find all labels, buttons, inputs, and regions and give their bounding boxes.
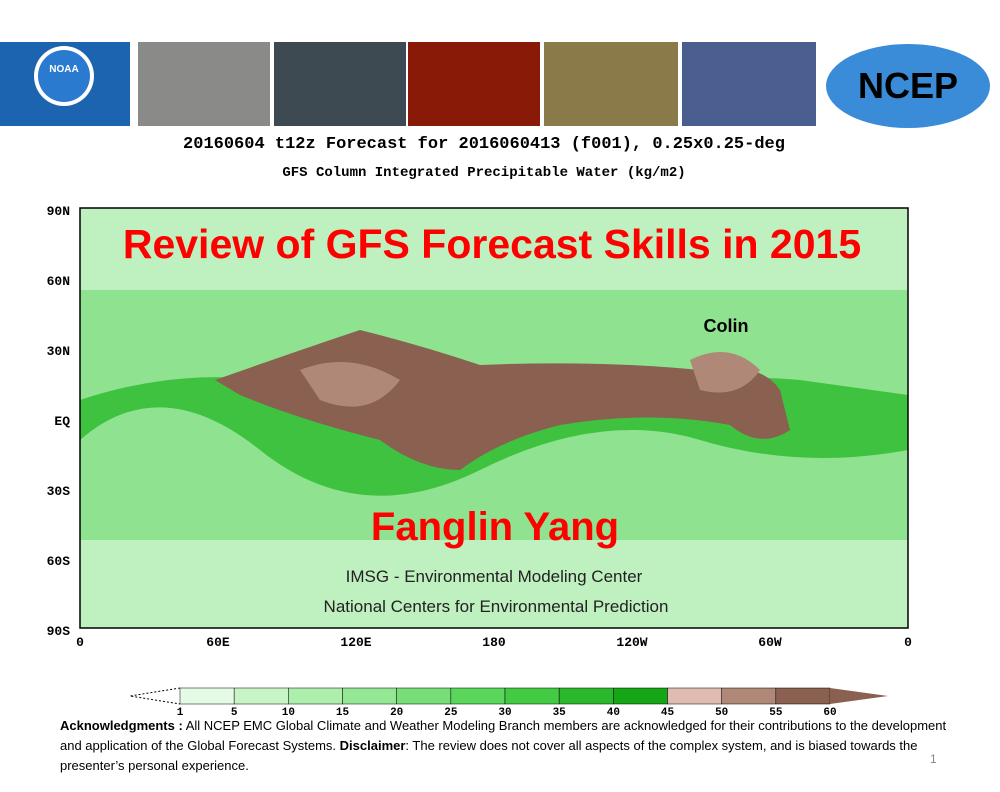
lat-label: 30S	[47, 484, 71, 499]
affiliation1: IMSG - Environmental Modeling Center	[346, 567, 643, 586]
ncep-globe	[826, 44, 990, 128]
colorbar-segment	[288, 687, 343, 705]
forecast-line1: 20160604 t12z Forecast for 2016060413 (f…	[183, 135, 785, 154]
colorbar-segment	[179, 687, 235, 705]
forecast-line2: GFS Column Integrated Precipitable Water…	[282, 165, 685, 181]
noaa-logo-inner	[38, 50, 90, 102]
colorbar-segment	[450, 687, 506, 705]
colorbar-tick-label: 55	[769, 707, 783, 719]
map-frame	[79, 207, 909, 629]
banner: NOAA NCEP	[0, 42, 1000, 128]
colorbar-segment	[775, 687, 831, 705]
colorbar-low-end	[129, 687, 181, 705]
colorbar-segment	[558, 687, 614, 705]
photo-sea	[274, 42, 406, 126]
page-number: 1	[930, 752, 937, 766]
lat-label: 30N	[47, 344, 70, 359]
colorbar-segment	[721, 687, 777, 705]
noaa-label: NOAA	[49, 64, 78, 75]
affiliation2: National Centers for Environmental Predi…	[324, 597, 669, 616]
colorbar-high-end	[830, 688, 888, 704]
colorbar-segment	[667, 687, 722, 705]
acknowledgments: Acknowledgments : All NCEP EMC Global Cl…	[60, 716, 960, 776]
photo-hurricane	[682, 42, 816, 126]
storm-label: Colin	[704, 316, 749, 336]
colorbar-segment	[613, 687, 668, 705]
lon-label: 120W	[616, 635, 647, 650]
disclaimer-label: Disclaimer	[339, 738, 406, 753]
colorbar: 1 5 10 15 20 25 30 35 40 45 50 55 60	[129, 687, 888, 719]
colorbar-tick-label: 20	[390, 707, 403, 719]
lon-label: 120E	[340, 635, 371, 650]
lat-label: 60N	[47, 274, 70, 289]
lat-label: 90S	[47, 624, 71, 639]
photo-car	[138, 42, 270, 126]
colorbar-segment	[396, 687, 452, 705]
lon-label: 60E	[206, 635, 230, 650]
colorbar-tick-label: 40	[607, 707, 620, 719]
ack-text: All NCEP EMC Global Climate and Weather …	[60, 718, 947, 753]
colorbar-segment	[342, 687, 397, 705]
colorbar-tick-label: 10	[282, 707, 295, 719]
colorbar-tick-label: 1	[177, 707, 184, 719]
lon-label: 0	[904, 635, 912, 650]
lon-label: 180	[482, 635, 506, 650]
colorbar-segment	[504, 687, 560, 705]
ack-label: Acknowledgments :	[60, 718, 183, 733]
colorbar-tick-label: 5	[231, 707, 238, 719]
ncep-label: NCEP	[858, 65, 958, 106]
colorbar-tick-label: 35	[553, 707, 567, 719]
colorbar-tick-label: 15	[336, 707, 350, 719]
lat-label: EQ	[54, 414, 70, 429]
photo-lightning	[408, 42, 540, 126]
lat-labels: 90N 60N 30N EQ 30S 60S 90S	[47, 204, 71, 639]
slide-title: Review of GFS Forecast Skills in 2015	[123, 221, 861, 267]
lat-label: 60S	[47, 554, 71, 569]
colorbar-tick-label: 30	[498, 707, 511, 719]
lat-label: 90N	[47, 204, 70, 219]
colorbar-segment	[233, 687, 289, 705]
colorbar-tick-label: 60	[823, 707, 836, 719]
author: Fanglin Yang	[371, 505, 619, 549]
disclaimer-text: : The review does not cover all aspects …	[60, 738, 918, 773]
map-moisture-peaks	[300, 352, 760, 407]
colorbar-tick-label: 50	[715, 707, 728, 719]
map	[79, 207, 909, 629]
lon-label: 60W	[758, 635, 782, 650]
colorbar-tick-label: 25	[444, 707, 458, 719]
photo-tornado	[544, 42, 678, 126]
colorbar-tick-label: 45	[661, 707, 675, 719]
lon-label: 0	[76, 635, 84, 650]
lon-labels: 0 60E 120E 180 120W 60W 0	[76, 635, 912, 650]
